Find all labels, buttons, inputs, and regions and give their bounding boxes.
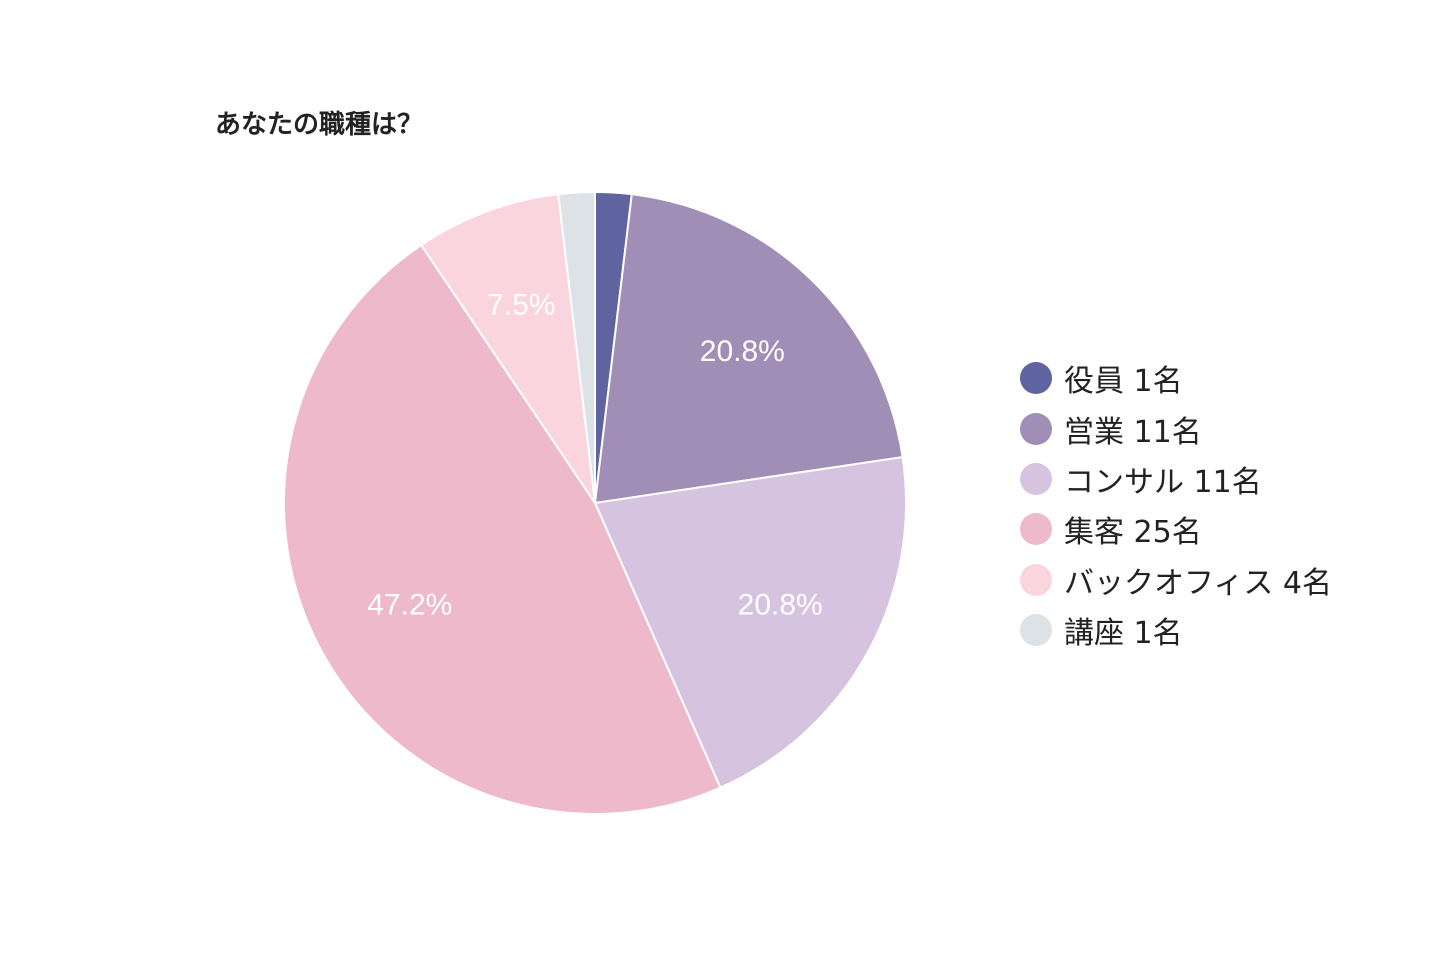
chart-title: あなたの職種は？ (215, 110, 424, 140)
pie-slice-1 (593, 193, 904, 505)
legend-item-5: 講座 1名 (1020, 605, 1332, 655)
legend-dot (1020, 362, 1052, 395)
legend-dot (1020, 563, 1052, 596)
legend-dot (1020, 614, 1052, 647)
legend-label: 集客 25名 (1064, 515, 1202, 551)
legend-item-1: 営業 11名 (1020, 403, 1332, 453)
legend-label: コンサル 11名 (1064, 464, 1262, 500)
pie-slice-5 (557, 190, 596, 504)
pie-slice-2 (593, 455, 907, 789)
legend: 役員 1名営業 11名コンサル 11名 集客 25名バックオフィス 4名 講座 1名 (1020, 353, 1332, 655)
legend-dot (1020, 412, 1052, 445)
legend-label: 営業 11名 (1064, 414, 1202, 450)
legend-label: 役員 1名 (1064, 364, 1183, 400)
slice-label-2: 20.8% (738, 589, 823, 622)
pie-slice-4 (419, 193, 596, 504)
legend-dot (1020, 513, 1052, 546)
legend-item-2: コンサル 11名 (1020, 454, 1332, 504)
slice-label-4: 7.5% (487, 288, 555, 321)
legend-item-0: 役員 1名 (1020, 353, 1332, 403)
legend-item-4: バックオフィス 4名 (1020, 555, 1332, 605)
legend-item-3: 集客 25名 (1020, 504, 1332, 554)
legend-dot (1020, 462, 1052, 495)
legend-label: 講座 1名 (1064, 616, 1183, 652)
slice-label-3: 47.2% (367, 589, 452, 622)
slice-label-1: 20.8% (700, 335, 785, 368)
pie-slice-3 (283, 243, 722, 815)
legend-label: バックオフィス 4名 (1064, 565, 1333, 601)
